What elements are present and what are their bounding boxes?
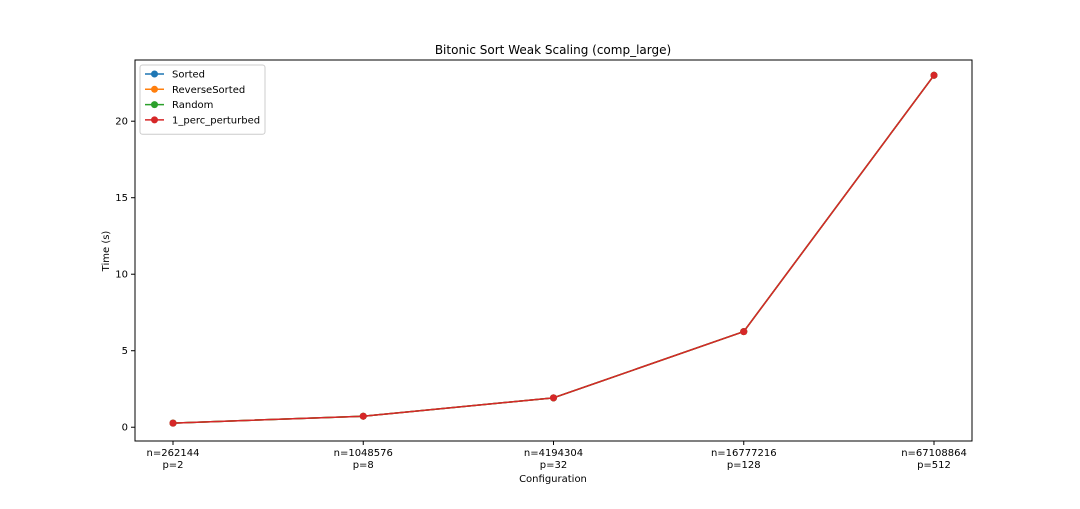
data-point [550, 394, 557, 402]
x-axis-label: Configuration [519, 474, 587, 485]
legend-item: Random [145, 100, 213, 111]
x-tick-label: p=2 [162, 460, 183, 471]
series-line [172, 74, 935, 424]
x-tick-label: p=32 [540, 460, 567, 471]
legend-swatch-marker [151, 101, 158, 109]
legend: Sorted ReverseSorted Random 1_perc_perturbe… [139, 64, 266, 135]
data-point [930, 71, 938, 79]
legend-item: ReverseSorted [145, 85, 245, 96]
x-tick-label: n=4194304 [524, 448, 583, 459]
x-tick-label: n=16777216 [711, 448, 777, 459]
x-tick-label: p=128 [727, 460, 761, 471]
x-tick-label: p=8 [353, 460, 374, 471]
data-point [359, 412, 367, 420]
legend-label: ReverseSorted [172, 85, 245, 96]
series-1-perc-perturbed [169, 71, 938, 427]
y-tick-label: 5 [122, 346, 128, 357]
legend-label: Random [172, 100, 213, 111]
y-axis: 0 5 10 15 20 [115, 117, 135, 434]
legend-item: 1_perc_perturbed [145, 115, 260, 126]
series-random [169, 71, 938, 427]
y-tick-label: 0 [122, 423, 128, 434]
chart-title: Bitonic Sort Weak Scaling (comp_large) [435, 43, 671, 57]
x-tick-label: n=262144 [147, 448, 200, 459]
data-point [169, 419, 177, 427]
y-axis-label: Time (s) [101, 231, 112, 273]
series-layer [169, 71, 938, 427]
series-line [172, 74, 935, 424]
y-tick-label: 20 [115, 117, 128, 128]
series-line [172, 74, 935, 424]
y-tick-label: 10 [115, 270, 128, 281]
legend-item: Sorted [145, 70, 205, 81]
x-tick-label: n=1048576 [334, 448, 393, 459]
data-point [740, 328, 748, 336]
x-tick-label: p=512 [917, 460, 951, 471]
series-sorted [169, 71, 938, 427]
legend-label: 1_perc_perturbed [172, 115, 260, 126]
legend-swatch-marker [151, 116, 158, 124]
series-line [172, 74, 935, 424]
legend-label: Sorted [172, 70, 205, 81]
legend-swatch-marker [151, 85, 158, 93]
x-tick-label: n=67108864 [901, 448, 967, 459]
legend-swatch-marker [151, 70, 158, 78]
legend-box [139, 64, 266, 135]
y-tick-label: 15 [115, 193, 128, 204]
series-reversesorted [169, 71, 938, 427]
